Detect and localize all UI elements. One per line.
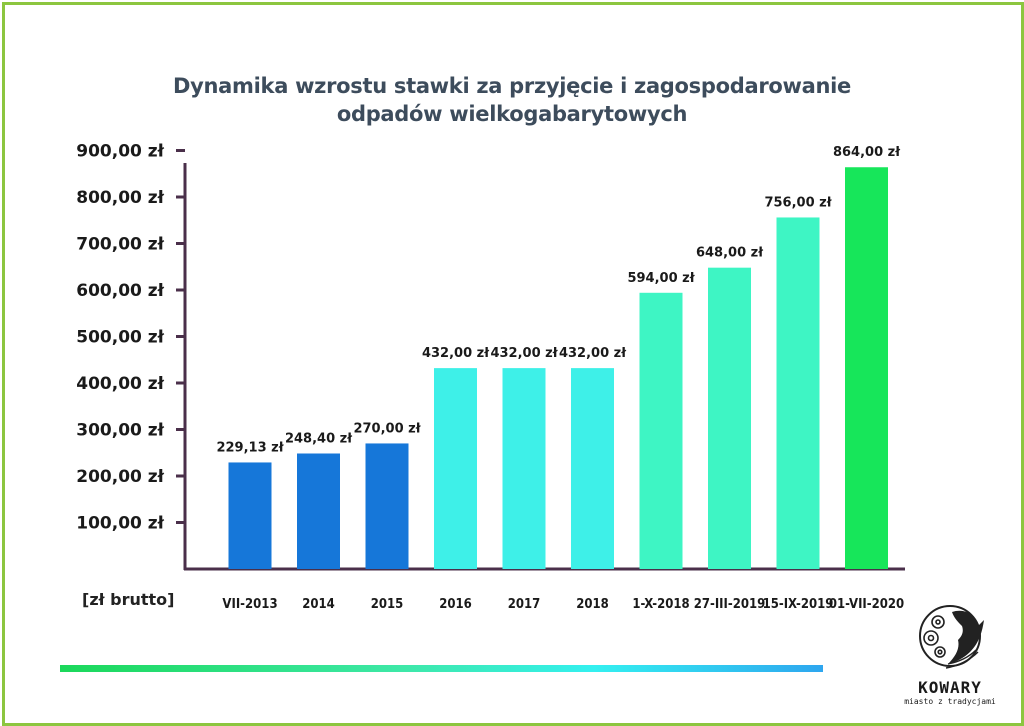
y-tick-label: 400,00 zł xyxy=(76,374,164,394)
chart-title-line-1: Dynamika wzrostu stawki za przyjęcie i z… xyxy=(173,74,851,98)
chart-title-line-2: odpadów wielkogabarytowych xyxy=(336,102,688,126)
x-category-label: 2015 xyxy=(371,597,404,612)
bar-value-label: 432,00 zł xyxy=(490,346,558,361)
y-tick-label: 900,00 zł xyxy=(76,142,164,162)
bar-value-label: 432,00 zł xyxy=(422,346,490,361)
x-category-label: 15-IX-2019 xyxy=(763,597,834,612)
logo-tagline: miasto z tradycjami xyxy=(904,697,996,706)
bar-value-label: 432,00 zł xyxy=(559,346,627,361)
bar xyxy=(708,267,751,569)
bar-value-label: 594,00 zł xyxy=(627,271,695,286)
bar xyxy=(228,462,272,569)
x-category-label: 2018 xyxy=(576,597,609,612)
bar xyxy=(502,368,546,569)
x-category-label: 2016 xyxy=(439,597,472,612)
bar xyxy=(776,217,820,569)
y-tick-label: 200,00 zł xyxy=(76,467,164,487)
bar-value-label: 756,00 zł xyxy=(764,195,832,210)
bar-value-label: 229,13 zł xyxy=(216,440,284,455)
bar-value-label: 248,40 zł xyxy=(285,431,353,446)
y-tick-label: 800,00 zł xyxy=(76,188,164,208)
bar xyxy=(639,292,683,569)
decorative-gradient-line xyxy=(60,665,823,672)
x-category-label: 01-VII-2020 xyxy=(829,597,904,612)
x-category-label: 27-III-2019 xyxy=(694,597,766,612)
x-category-label: VII-2013 xyxy=(222,597,277,612)
bar xyxy=(297,453,340,569)
logo-name: KOWARY xyxy=(918,678,982,697)
unit-label: [zł brutto] xyxy=(82,590,175,609)
bar-value-label: 864,00 zł xyxy=(833,145,901,160)
y-tick-label: 100,00 zł xyxy=(76,514,164,534)
bar xyxy=(845,167,888,570)
bar xyxy=(365,443,409,569)
kowary-emblem-icon xyxy=(919,605,984,669)
x-category-label: 2014 xyxy=(302,597,335,612)
bar-value-label: 648,00 zł xyxy=(696,246,764,261)
x-category-label: 2017 xyxy=(508,597,541,612)
bar xyxy=(571,368,614,569)
y-tick-label: 300,00 zł xyxy=(76,421,164,441)
chart-title: Dynamika wzrostu stawki za przyjęcie i z… xyxy=(0,72,1024,128)
x-category-label: 1-X-2018 xyxy=(632,597,689,612)
kowary-logo: KOWARY miasto z tradycjami xyxy=(898,598,1002,718)
y-tick-label: 500,00 zł xyxy=(76,328,164,348)
y-tick-label: 600,00 zł xyxy=(76,281,164,301)
bar-value-label: 270,00 zł xyxy=(353,421,421,436)
y-tick-label: 700,00 zł xyxy=(76,235,164,255)
bar xyxy=(434,368,477,569)
